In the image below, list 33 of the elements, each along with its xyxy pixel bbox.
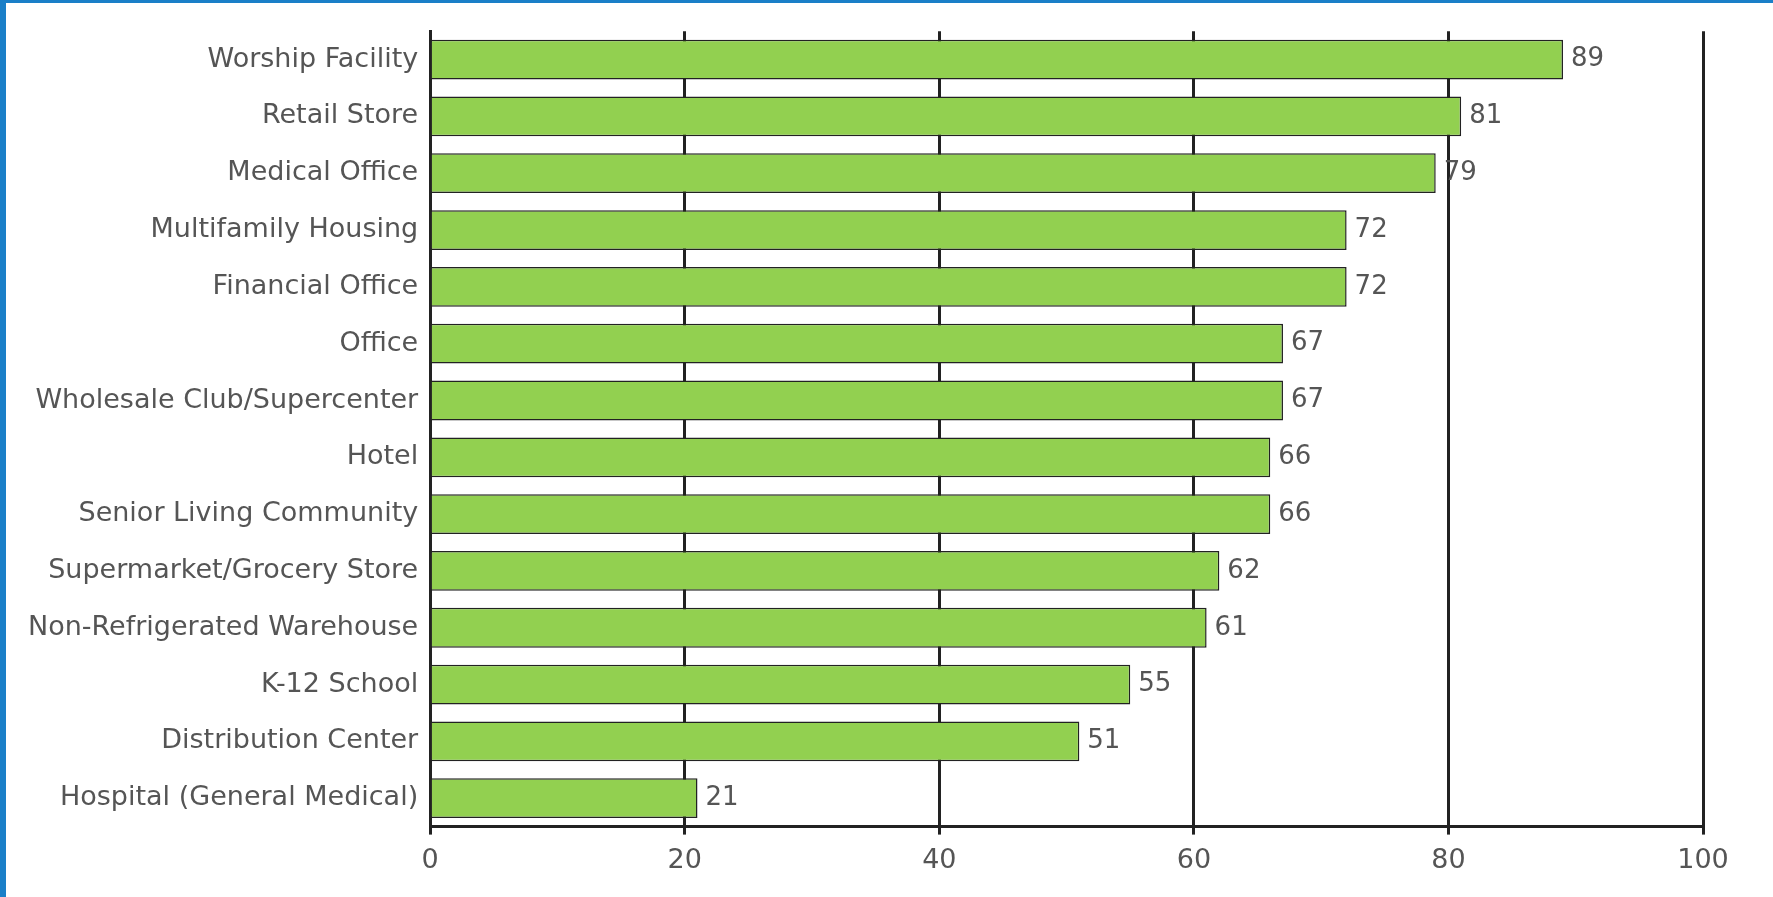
x-tick-label: 100 <box>1677 842 1729 874</box>
data-label: 61 <box>1214 610 1248 641</box>
y-tick-label: Hotel <box>346 439 419 471</box>
y-tick-label: Worship Facility <box>207 41 419 73</box>
data-label: 72 <box>1354 212 1388 243</box>
data-label: 55 <box>1138 667 1172 698</box>
y-tick-label: K-12 School <box>261 666 419 698</box>
y-tick-label: Multifamily Housing <box>150 212 419 244</box>
data-label: 72 <box>1354 269 1388 300</box>
y-tick-label: Hospital (General Medical) <box>59 780 419 812</box>
y-tick-label: Non-Refrigerated Warehouse <box>27 609 419 641</box>
x-tick-label: 20 <box>667 842 702 874</box>
y-tick-label: Supermarket/Grocery Store <box>48 552 419 584</box>
data-label: 81 <box>1469 99 1503 130</box>
x-tick-label: 0 <box>421 842 439 874</box>
data-label: 89 <box>1570 42 1605 73</box>
x-tick-label: 40 <box>922 842 957 874</box>
data-label: 66 <box>1278 496 1312 527</box>
y-tick-label: Distribution Center <box>161 723 420 755</box>
y-tick-label: Office <box>339 325 419 357</box>
x-tick-label: 60 <box>1176 842 1212 874</box>
y-tick-label: Financial Office <box>212 268 419 300</box>
data-label: 66 <box>1278 440 1312 471</box>
data-label: 62 <box>1227 553 1261 584</box>
y-tick-label: Wholesale Club/Supercenter <box>35 382 420 414</box>
y-tick-label: Medical Office <box>227 155 419 187</box>
y-tick-label: Retail Store <box>261 98 419 130</box>
data-label: 67 <box>1290 383 1325 414</box>
y-tick-label: Senior Living Community <box>78 496 419 528</box>
data-label: 51 <box>1087 724 1121 755</box>
x-tick-label: 80 <box>1431 842 1466 874</box>
data-label: 67 <box>1290 326 1325 357</box>
data-label: 21 <box>705 780 739 811</box>
